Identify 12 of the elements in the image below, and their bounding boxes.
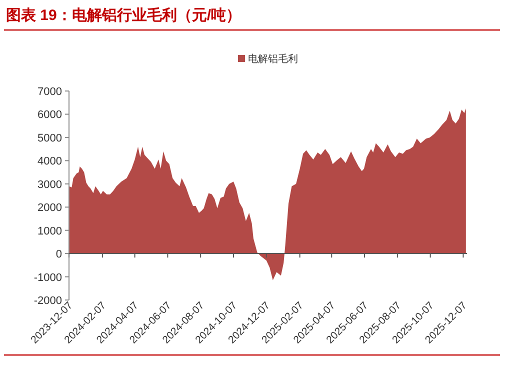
y-tick-label: 7000 [38, 86, 62, 98]
y-tick-label: 3000 [38, 178, 62, 191]
y-tick-label: -1000 [34, 272, 62, 284]
y-tick-label: 6000 [38, 109, 62, 122]
y-tick-label: 5000 [38, 132, 62, 144]
y-tick-label: 1000 [38, 225, 62, 238]
y-tick-label: 2000 [38, 202, 62, 214]
legend: 电解铝毛利 [238, 54, 298, 65]
y-tick-label: 4000 [38, 156, 62, 168]
y-tick-label: 0 [56, 248, 62, 261]
legend-label: 电解铝毛利 [248, 53, 298, 65]
chart-title: 图表 19：电解铝行业毛利（元/吨） [6, 7, 242, 24]
